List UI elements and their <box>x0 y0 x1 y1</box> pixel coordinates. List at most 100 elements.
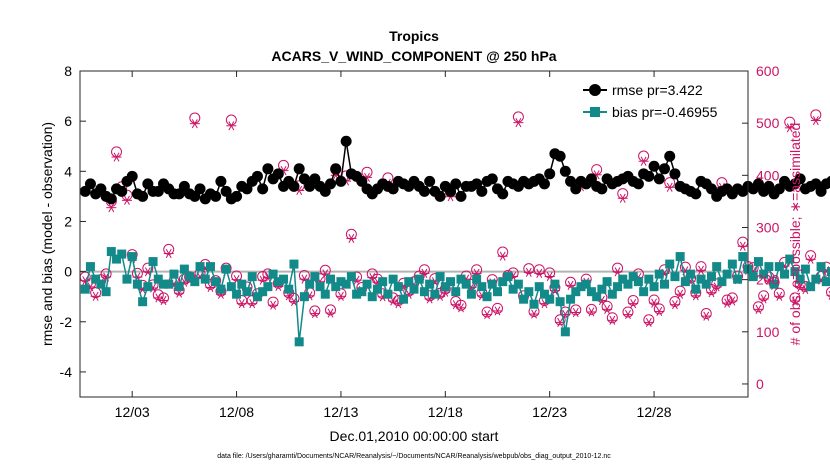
rmse-point <box>596 183 607 194</box>
left-tick-label: -2 <box>60 314 73 330</box>
rmse-point <box>450 178 461 189</box>
rmse-point <box>544 168 555 179</box>
bias-point <box>707 272 716 281</box>
bias-point <box>175 282 184 291</box>
bias-point <box>712 262 721 271</box>
bias-point <box>514 280 523 289</box>
rmse-point <box>435 191 446 202</box>
bias-point <box>467 290 476 299</box>
rmse-point <box>215 176 226 187</box>
right-tick-label: 400 <box>756 167 780 183</box>
bias-point <box>133 280 142 289</box>
bias-point <box>665 260 674 269</box>
rmse-point <box>669 168 680 179</box>
bias-point <box>122 275 131 284</box>
rmse-point <box>555 151 566 162</box>
bias-point <box>347 272 356 281</box>
rmse-point <box>424 176 435 187</box>
bias-point <box>676 252 685 261</box>
rmse-point <box>455 191 466 202</box>
right-tick-label: 100 <box>756 324 780 340</box>
rmse-point <box>419 186 430 197</box>
footer-note: data file: /Users/gharamti/Documents/NCA… <box>217 453 611 460</box>
rmse-point <box>106 193 117 204</box>
rmse-point <box>137 191 148 202</box>
bias-point <box>263 282 272 291</box>
bias-point <box>117 250 126 259</box>
rmse-point <box>659 163 670 174</box>
bias-point <box>321 290 330 299</box>
rmse-point <box>273 168 284 179</box>
bias-point <box>289 260 298 269</box>
bias-point <box>733 275 742 284</box>
bias-point <box>149 257 158 266</box>
bias-point <box>754 257 763 266</box>
left-tick-label: 8 <box>64 63 72 79</box>
rmse-point <box>288 181 299 192</box>
bias-point <box>201 275 210 284</box>
x-tick-label: 12/18 <box>428 404 463 420</box>
bias-point <box>196 262 205 271</box>
bias-point <box>738 252 747 261</box>
bias-point <box>503 272 512 281</box>
bias-point <box>415 275 424 284</box>
bias-point <box>169 270 178 279</box>
bias-point <box>430 290 439 299</box>
rmse-point <box>252 171 263 182</box>
bias-point <box>634 277 643 286</box>
bias-point <box>477 282 486 291</box>
bias-point <box>425 280 434 289</box>
bias-point <box>639 287 648 296</box>
bias-point <box>817 262 826 271</box>
rmse-point <box>476 186 487 197</box>
legend-bias-marker <box>590 107 600 117</box>
bias-point <box>556 297 565 306</box>
bias-point <box>670 272 679 281</box>
x-tick-label: 12/13 <box>323 404 358 420</box>
bias-point <box>206 262 215 271</box>
bias-point <box>394 282 403 291</box>
rmse-point <box>690 188 701 199</box>
bias-point <box>222 265 231 274</box>
left-tick-label: 6 <box>64 113 72 129</box>
bias-point <box>650 282 659 291</box>
bias-point <box>603 277 612 286</box>
bias-point <box>545 295 554 304</box>
bias-point <box>530 300 539 309</box>
chart-subtitle: ACARS_V_WIND_COMPONENT @ 250 hPa <box>271 48 556 64</box>
bias-point <box>190 277 199 286</box>
rmse-point <box>335 176 346 187</box>
bias-point <box>102 287 111 296</box>
bias-point <box>462 280 471 289</box>
bias-point <box>363 280 372 289</box>
right-tick-label: 300 <box>756 219 780 235</box>
bias-point <box>243 287 252 296</box>
bias-point <box>728 260 737 269</box>
bias-point <box>686 270 695 279</box>
bias-point <box>493 287 502 296</box>
bias-point <box>279 275 288 284</box>
bias-point <box>86 262 95 271</box>
rmse-point <box>539 178 550 189</box>
legend: rmse pr=3.422 bias pr=-0.46955 <box>576 78 742 124</box>
bias-point <box>822 277 830 286</box>
bias-point <box>128 252 137 261</box>
rmse-point <box>210 191 221 202</box>
rmse-point <box>257 183 268 194</box>
rmse-point <box>116 186 127 197</box>
bias-point <box>660 280 669 289</box>
right-tick-label: 200 <box>756 272 780 288</box>
x-tick-label: 12/03 <box>115 404 150 420</box>
bias-point <box>561 327 570 336</box>
bias-point <box>399 295 408 304</box>
left-tick-label: 4 <box>64 163 72 179</box>
left-tick-label: 2 <box>64 213 72 229</box>
x-tick-label: 12/28 <box>637 404 672 420</box>
bias-point <box>811 275 820 284</box>
rmse-point <box>195 183 206 194</box>
bias-point <box>300 292 309 301</box>
bias-point <box>248 272 257 281</box>
rmse-point <box>664 151 675 162</box>
rmse-point <box>330 163 341 174</box>
rmse-point <box>654 173 665 184</box>
